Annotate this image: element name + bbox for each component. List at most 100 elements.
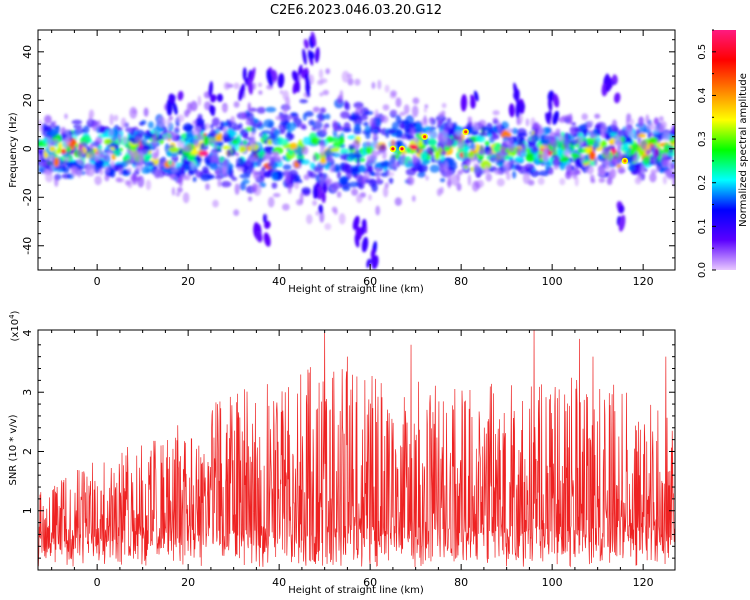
spectrogram-halo [598,167,607,176]
spectrogram-halo [170,168,179,173]
spectrogram-halo [549,131,557,143]
y-tick-label: -20 [21,188,34,206]
spectrogram-halo [306,214,313,225]
spectrogram-cell [571,122,576,126]
spectrogram-halo [252,82,256,90]
colorbar-tick-label: 0.4 [697,88,708,104]
spectrogram-cluster [305,73,311,91]
x-tick-label: 60 [363,576,377,589]
spectrogram-cell [421,159,431,165]
spectrogram-halo [411,153,417,165]
spectrogram-cluster [216,93,223,103]
x-tick-label: 20 [181,576,195,589]
spectrogram-halo [581,113,588,121]
spectrogram-cell [261,130,272,135]
colorbar-tick-label: 0.3 [697,131,708,147]
spectrogram-cluster [518,102,526,112]
spectrogram-cell [439,178,446,183]
spectrogram-halo [76,125,80,134]
spectrogram-halo [286,114,292,121]
spectrogram-cluster [242,67,247,81]
spectrogram-cell [139,121,145,126]
spectrogram-cell [530,169,540,178]
spectrogram-halo [325,178,333,185]
spectrogram-halo [437,132,443,142]
spectrogram-halo [640,139,648,151]
spectrogram-halo [118,133,122,145]
spectrogram-halo [217,157,220,165]
spectrogram-halo [267,196,275,208]
spectrogram-halo [354,78,361,86]
spectrogram-halo [537,177,545,185]
spectrogram-cell [425,146,435,156]
spectrogram-halo [325,68,331,75]
spectrogram-halo [368,194,372,201]
spectrogram-cell [586,139,595,147]
spectrogram-cell [548,166,554,175]
spectrogram-cell [93,161,102,171]
spectrogram-halo [601,146,610,156]
spectrogram-cell [569,139,578,146]
spectrogram-cell [669,162,675,170]
spectrogram-cell [396,140,404,146]
spectrogram-cell [475,135,486,143]
spectrogram-cluster [613,92,621,104]
spectrogram-cell [344,102,351,111]
spectrogram-cluster [547,98,553,112]
spectrogram-cell [342,127,352,133]
spectrogram-halo [568,113,573,125]
spectrogram-cell [484,140,490,146]
spectrogram-peak [423,135,427,139]
spectrogram-halo [384,182,389,189]
spectrogram-halo [177,139,185,149]
spectrogram-cell [235,143,240,152]
spectrogram-halo [254,171,259,180]
spectrogram-cell [220,120,225,131]
spectrogram-halo [110,160,115,169]
spectrogram-cell [415,123,423,132]
spectrogram-halo [562,138,570,150]
spectrogram-cell [353,124,361,132]
spectrogram-halo [184,109,190,118]
spectrogram-cell [301,159,310,165]
x-tick-label: 100 [542,275,563,288]
spectrogram-cluster [295,80,301,93]
spectrogram-cell [256,106,266,114]
spectrogram-halo [351,188,359,196]
spectrogram-halo [645,148,652,156]
spectrogram-cell [171,153,179,164]
spectrogram-cell [417,165,424,174]
spectrogram-halo [662,175,668,185]
spectrogram-halo [124,180,131,186]
spectrogram-halo [606,176,613,186]
spectrogram-cell [396,160,401,168]
spectrogram-halo [331,182,339,192]
spectrogram-halo [170,132,178,141]
spectrogram-halo [38,154,43,160]
spectrogram-cell [204,154,212,165]
spectrogram-halo [366,141,372,148]
spectrogram-halo [135,159,143,171]
spectrogram-halo [331,206,338,213]
spectrogram-peaks [389,128,629,165]
spectrogram-halo [319,147,325,157]
spectrogram-cell [187,154,197,159]
spectrogram-halo [389,156,397,164]
spectrogram-cluster [352,215,360,231]
spectrogram-halo [489,156,497,162]
y-tick-label: 40 [21,45,34,59]
spectrogram-cluster [552,93,560,108]
spectrogram-cluster [209,104,216,116]
spectrogram-halo [371,140,379,148]
spectrogram-halo [570,125,574,137]
spectrogram-halo [159,159,165,166]
spectrogram-cluster [366,258,371,269]
spectrogram-cell [220,180,232,188]
spectrogram-halo [672,175,675,187]
spectrogram-halo [534,124,543,129]
x-tick-label: 120 [633,576,654,589]
spectrogram-cluster [515,100,521,119]
spectrogram-halo [250,138,256,151]
spectrogram-cell [412,166,419,171]
